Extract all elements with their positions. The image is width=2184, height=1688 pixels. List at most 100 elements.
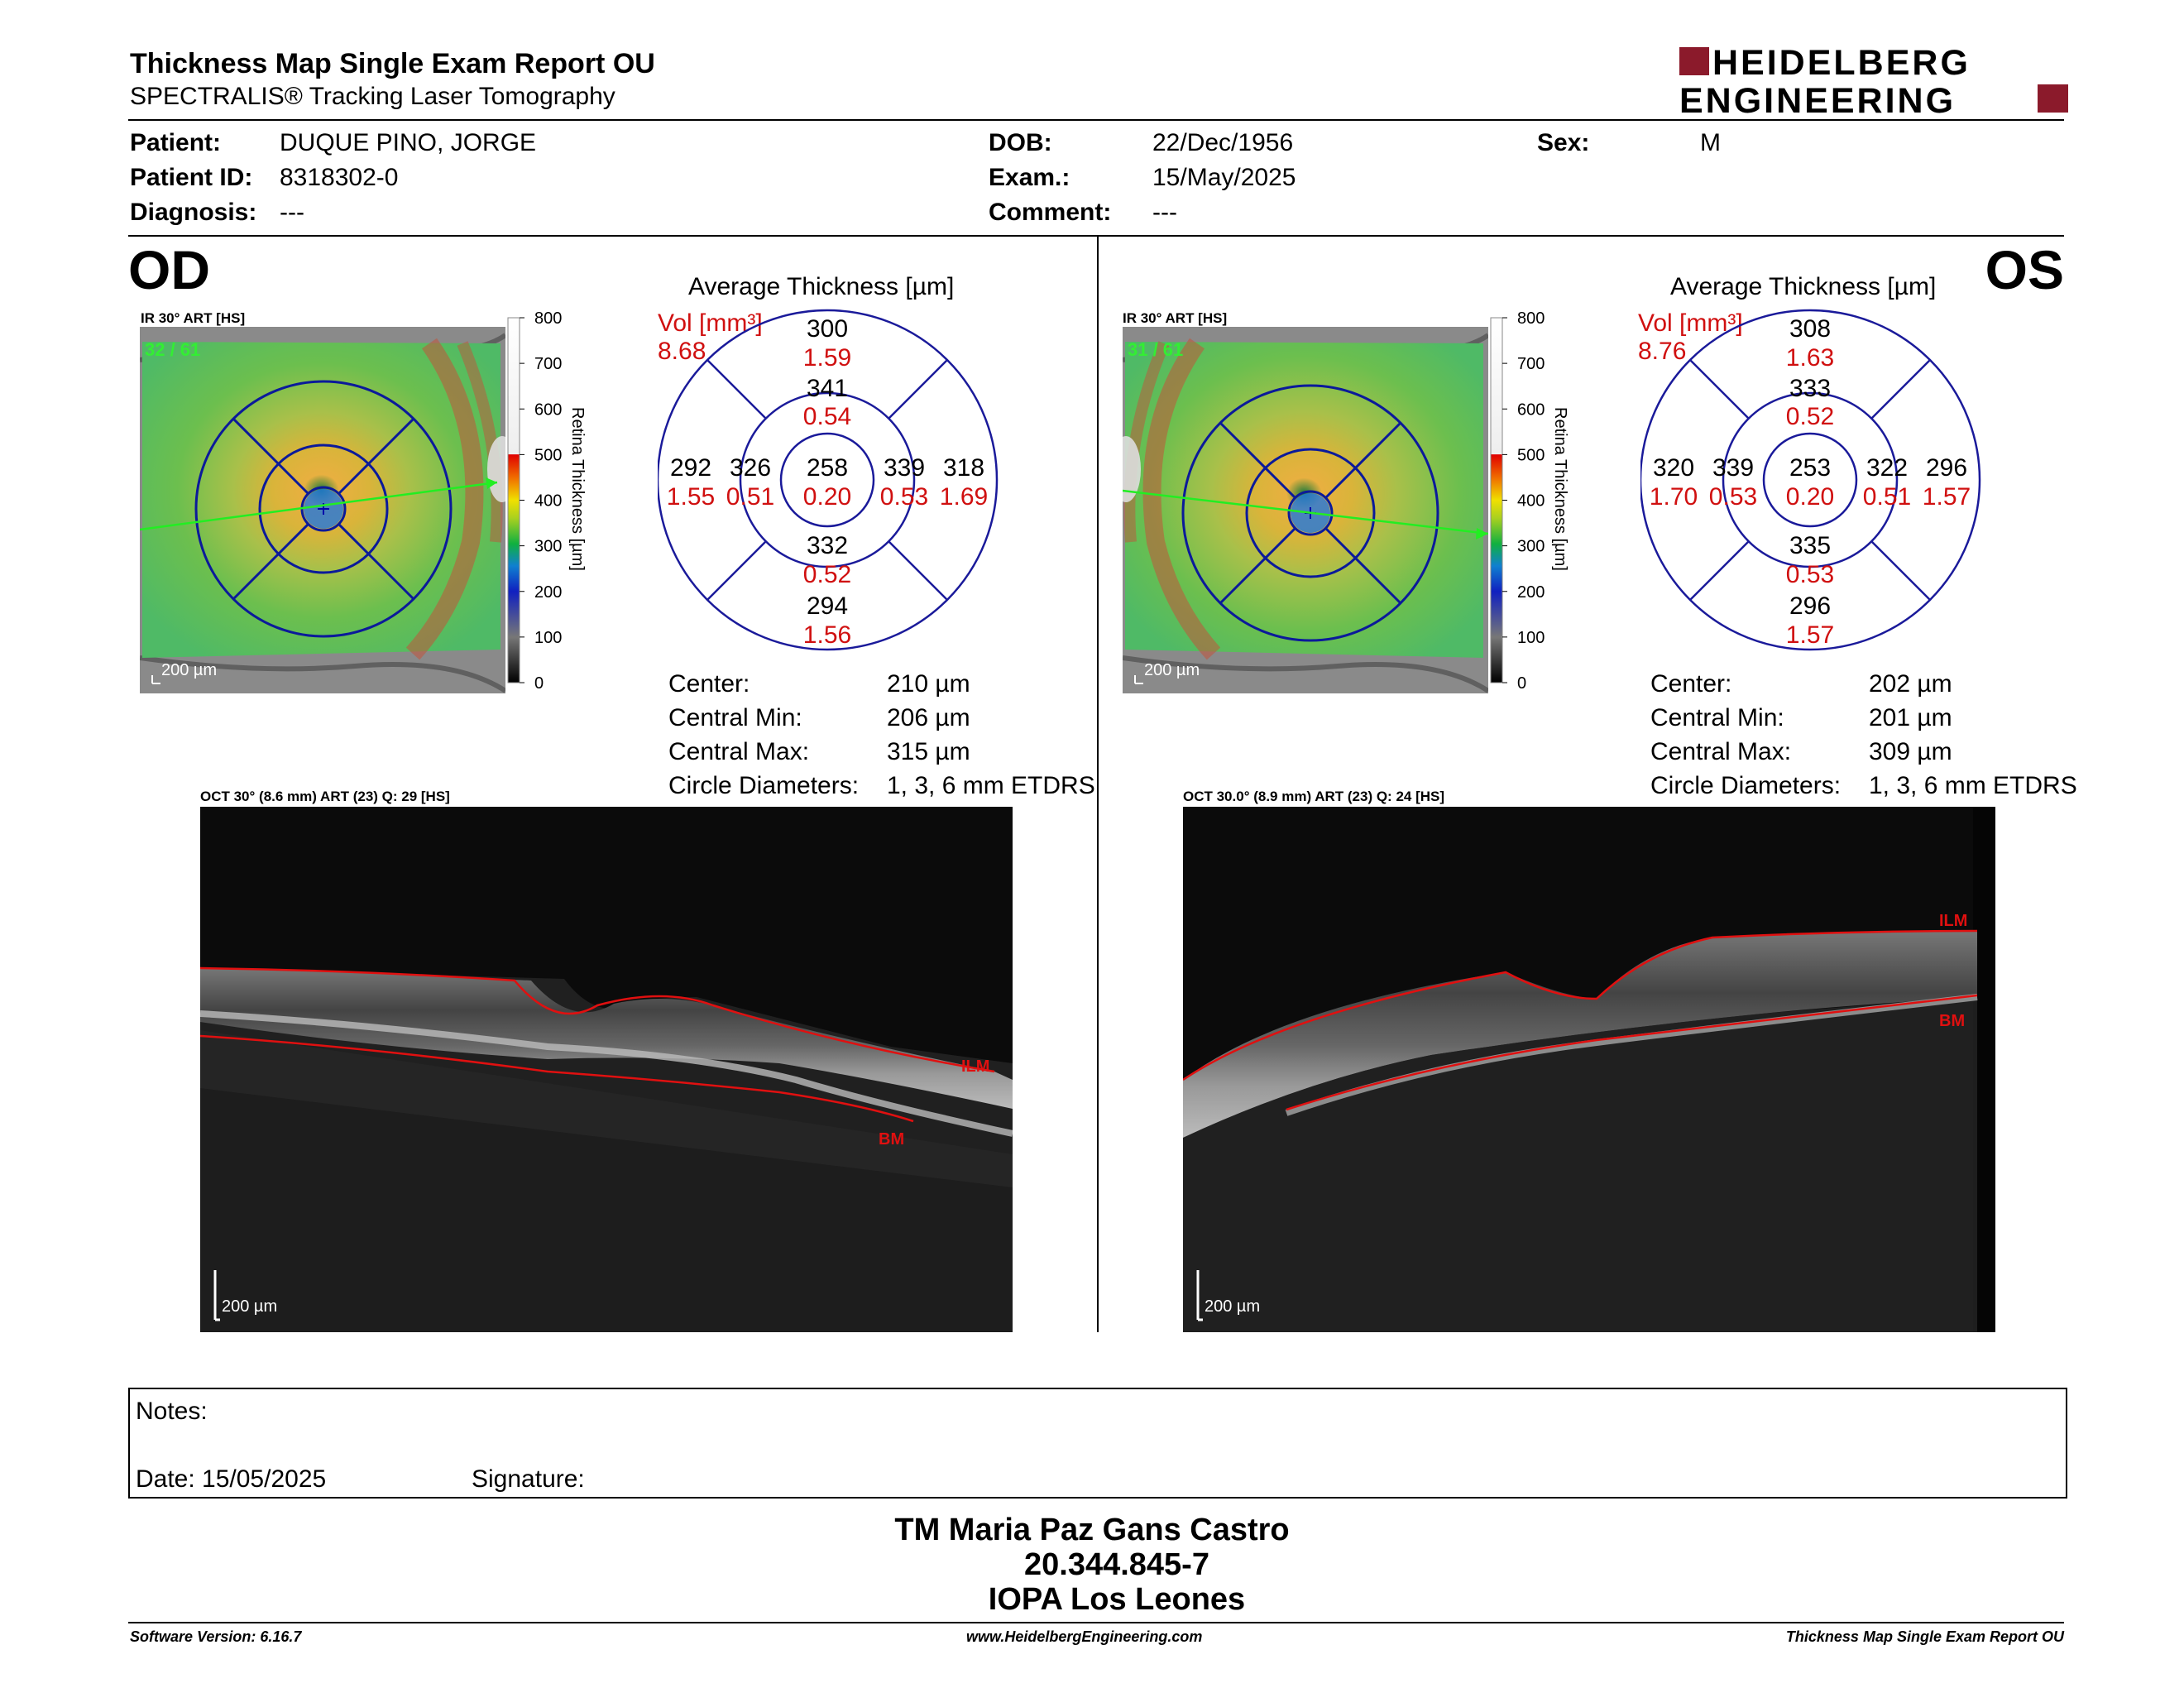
- od-oct-bscan: ILM BM 200 µm: [200, 807, 1013, 1332]
- comment-value: ---: [1152, 199, 1177, 226]
- os-vol-value: 8.76: [1638, 338, 1687, 365]
- od-avg-title: Average Thickness [µm]: [688, 273, 955, 300]
- os-stat-label: Center:: [1650, 670, 1732, 698]
- os-outer-ring: [1640, 309, 1981, 651]
- patient-divider: [128, 235, 2064, 237]
- od-ilm-line: [200, 966, 995, 1073]
- od-stat-label: Central Max:: [668, 738, 810, 765]
- os-oct-caption: OCT 30.0° (8.9 mm) ART (23) Q: 24 [HS]: [1183, 789, 1445, 804]
- report-subtitle: SPECTRALIS® Tracking Laser Tomography: [130, 83, 615, 110]
- patient-label: Patient:: [130, 129, 222, 156]
- center-divider: [1097, 237, 1099, 1332]
- od-stat-center: Center: 210 µm: [668, 670, 1095, 704]
- os-ilm-label: ILM: [1939, 912, 1967, 930]
- os-stat-central-min: Central Min: 201 µm: [1650, 704, 2077, 738]
- od-stat-label: Central Min:: [668, 704, 802, 731]
- os-colorbar-tick-label: 500: [1517, 446, 1545, 464]
- od-colorbar-tick-label: 100: [534, 629, 562, 647]
- od-scan-line: [140, 481, 498, 531]
- od-retina-layers: [200, 968, 1013, 1109]
- os-colorbar-tick-label: 400: [1517, 492, 1545, 511]
- os-center-thk: 253: [1789, 454, 1831, 482]
- od-inner-left-vol: 0.51: [726, 483, 774, 511]
- od-colorbar-title: Retina Thickness [µm]: [568, 407, 587, 571]
- logo-line1: HEIDELBERG: [1712, 45, 1971, 83]
- logo-line2: ENGINEERING: [1679, 81, 1956, 116]
- od-outer-left-vol: 1.55: [667, 483, 715, 511]
- logo-square-top: [1679, 47, 1709, 75]
- os-outer-right-thk: 296: [1926, 454, 1967, 482]
- od-stat-value: 1, 3, 6 mm ETDRS: [887, 772, 1095, 799]
- os-stat-circle-diameters: Circle Diameters: 1, 3, 6 mm ETDRS: [1650, 772, 2077, 806]
- date-label: Date: 15/05/2025: [136, 1465, 327, 1493]
- patient-id-label: Patient ID:: [130, 164, 253, 191]
- os-center-ring: [1762, 432, 1858, 528]
- od-bm-label: BM: [879, 1130, 904, 1149]
- os-inner-right-thk: 322: [1866, 454, 1908, 482]
- notes-box[interactable]: Notes: Date: 15/05/2025 Signature:: [128, 1388, 2067, 1499]
- os-etdrs-chart: 308 1.63 333 0.52 253 0.20 335 0.53 296 …: [1640, 309, 1981, 651]
- os-inner-sup-thk: 333: [1789, 375, 1831, 402]
- os-inner-left-vol: 0.53: [1709, 483, 1757, 511]
- diagnosis-label: Diagnosis:: [130, 199, 257, 226]
- od-inner-ring: [739, 391, 916, 568]
- od-outer-left-thk: 292: [670, 454, 711, 482]
- os-stat-label: Central Max:: [1650, 738, 1792, 765]
- od-colorbar-tick-label: 500: [534, 446, 562, 464]
- diagnosis-value: ---: [280, 199, 304, 226]
- od-colorbar-tick-label: 200: [534, 583, 562, 602]
- od-oct-caption: OCT 30° (8.6 mm) ART (23) Q: 29 [HS]: [200, 789, 450, 804]
- patient-name: DUQUE PINO, JORGE: [280, 129, 537, 156]
- od-eye-label: OD: [128, 239, 210, 300]
- od-inner-sup-vol: 0.54: [803, 403, 851, 430]
- os-outer-inf-vol: 1.57: [1786, 621, 1834, 649]
- od-stat-central-min: Central Min: 206 µm: [668, 704, 1095, 738]
- exam-value: 15/May/2025: [1152, 164, 1296, 191]
- os-oct-bscan: ILM BM 200 µm: [1183, 807, 1995, 1332]
- od-stat-circle-diameters: Circle Diameters: 1, 3, 6 mm ETDRS: [668, 772, 1095, 806]
- os-colorbar-tick-label: 0: [1517, 674, 1526, 693]
- od-center-thk: 258: [807, 454, 848, 482]
- od-outer-inf-thk: 294: [807, 592, 848, 620]
- os-eye-label: OS: [1985, 239, 2064, 300]
- os-center-vol: 0.20: [1786, 483, 1834, 511]
- os-stat-center: Center: 202 µm: [1650, 670, 2077, 704]
- od-colorbar: 800 700 600 500 400 300 200 100 0 Retina Thickne…: [507, 309, 587, 693]
- os-etdrs-grid: [1181, 384, 1439, 642]
- od-inner-left-thk: 326: [730, 454, 771, 482]
- os-stat-value: 202 µm: [1869, 670, 1952, 698]
- website-link[interactable]: www.HeidelbergEngineering.com: [966, 1628, 1203, 1645]
- os-scan-line: [1123, 489, 1488, 535]
- os-outer-sup-thk: 308: [1789, 315, 1831, 343]
- od-etdrs-chart: 300 1.59 341 0.54 258 0.20 332 0.52 294 …: [658, 309, 999, 651]
- os-outer-left-thk: 320: [1653, 454, 1694, 482]
- os-outer-left-vol: 1.70: [1650, 483, 1698, 511]
- os-bm-line: [1286, 994, 1978, 1111]
- os-stat-value: 201 µm: [1869, 704, 1952, 731]
- od-ir-counter: 32 / 61: [145, 339, 200, 360]
- od-ir-caption: IR 30° ART [HS]: [141, 310, 246, 326]
- od-inner-sup-thk: 341: [807, 375, 848, 402]
- os-inner-sup-vol: 0.52: [1786, 403, 1834, 430]
- od-bm-line: [200, 1034, 914, 1123]
- os-stat-label: Circle Diameters:: [1650, 772, 1842, 799]
- notes-label: Notes:: [136, 1398, 208, 1425]
- heidelberg-logo: HEIDELBERG ENGINEERING: [1679, 45, 2068, 116]
- sex-value: M: [1700, 129, 1721, 156]
- od-scale-label: 200 µm: [161, 661, 217, 679]
- od-outer-inf-vol: 1.56: [803, 621, 851, 649]
- od-colorbar-tick-label: 0: [534, 674, 544, 693]
- od-colorbar-tick-label: 600: [534, 400, 562, 419]
- os-outer-inf-thk: 296: [1789, 592, 1831, 620]
- od-outer-sup-thk: 300: [807, 315, 848, 343]
- os-ilm-line: [1183, 929, 1978, 1081]
- os-optic-disc: [1123, 436, 1141, 502]
- os-inner-right-vol: 0.51: [1863, 483, 1911, 511]
- od-outer-right-thk: 318: [943, 454, 984, 482]
- logo-square-bottom: [2038, 84, 2068, 113]
- os-colorbar-ticks: 800 700 600 500 400 300 200 100 0: [1502, 309, 1545, 693]
- os-colorbar-title: Retina Thickness [µm]: [1551, 407, 1569, 571]
- os-scale-label: 200 µm: [1144, 661, 1200, 679]
- patient-id: 8318302-0: [280, 164, 399, 191]
- od-inner-right-vol: 0.53: [880, 483, 928, 511]
